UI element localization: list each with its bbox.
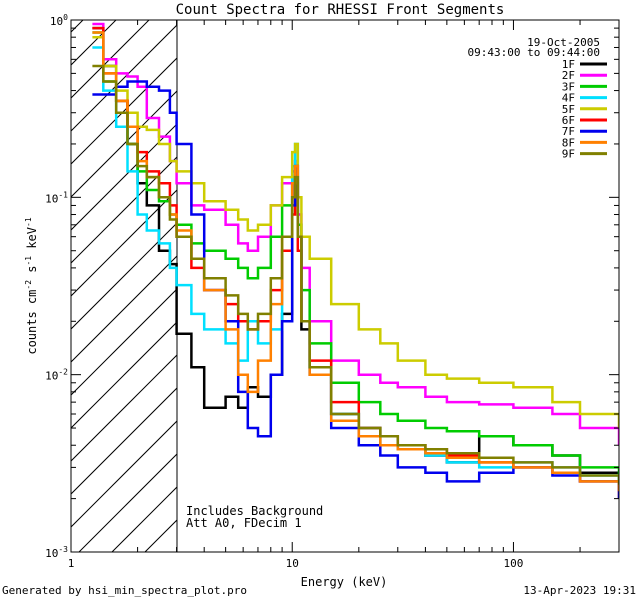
footer-timestamp: 13-Apr-2023 19:31	[523, 584, 636, 597]
legend-label-9F: 9F	[562, 148, 575, 161]
hatch-line	[71, 222, 177, 330]
legend-label-2F: 2F	[562, 69, 575, 82]
series-7F	[92, 80, 619, 499]
y-tick-label: 10-3	[45, 545, 68, 560]
hatch-line	[71, 354, 177, 462]
hatch-line	[71, 57, 177, 165]
axes: 1 10 100 100 10-1 10-2 10-3	[45, 13, 619, 570]
chart-title: Count Spectra for RHESSI Front Segments	[176, 2, 505, 18]
hatch-line	[71, 321, 177, 429]
series-layer	[92, 22, 619, 499]
y-tick-label: 100	[50, 13, 68, 28]
date-label: 19-Oct-2005	[527, 36, 600, 49]
plot-frame	[70, 19, 620, 553]
y-tick-label: 10-1	[45, 190, 68, 205]
annotation-attenuator: Att A0, FDecim 1	[186, 516, 302, 530]
hatch-line	[71, 20, 150, 99]
hatch-line	[71, 156, 177, 264]
y-tick-label: 10-2	[45, 368, 68, 383]
legend-label-7F: 7F	[562, 125, 575, 138]
y-axis-label: counts cm-2 s-1 keV-1	[24, 217, 39, 354]
time-range-label: 09:43:00 to 09:44:00	[468, 46, 600, 59]
hatch-line	[78, 453, 177, 552]
legend-label-8F: 8F	[562, 136, 575, 149]
series-9F	[92, 64, 619, 485]
hatch-line	[71, 189, 177, 297]
hatch-line	[71, 255, 177, 363]
background-region-hatch	[71, 20, 177, 552]
hatch-line	[71, 420, 177, 528]
x-tick-label: 100	[504, 557, 524, 570]
legend-label-4F: 4F	[562, 92, 575, 105]
legend-label-1F: 1F	[562, 58, 575, 71]
x-axis-label: Energy (keV)	[301, 575, 388, 589]
annotation-background: Includes Background	[186, 504, 323, 518]
x-tick-label: 1	[68, 557, 75, 570]
hatch-line	[71, 123, 177, 231]
x-tick-label: 10	[286, 557, 299, 570]
legend-label-6F: 6F	[562, 114, 575, 127]
hatch-line	[71, 90, 177, 198]
hatch-line	[71, 24, 177, 132]
series-5F	[92, 35, 619, 428]
legend-label-3F: 3F	[562, 80, 575, 93]
hatch-line	[71, 387, 177, 495]
footer-generated-by: Generated by hsi_min_spectra_plot.pro	[2, 584, 247, 597]
hatch-line	[71, 20, 117, 66]
legend-label-5F: 5F	[562, 103, 575, 116]
